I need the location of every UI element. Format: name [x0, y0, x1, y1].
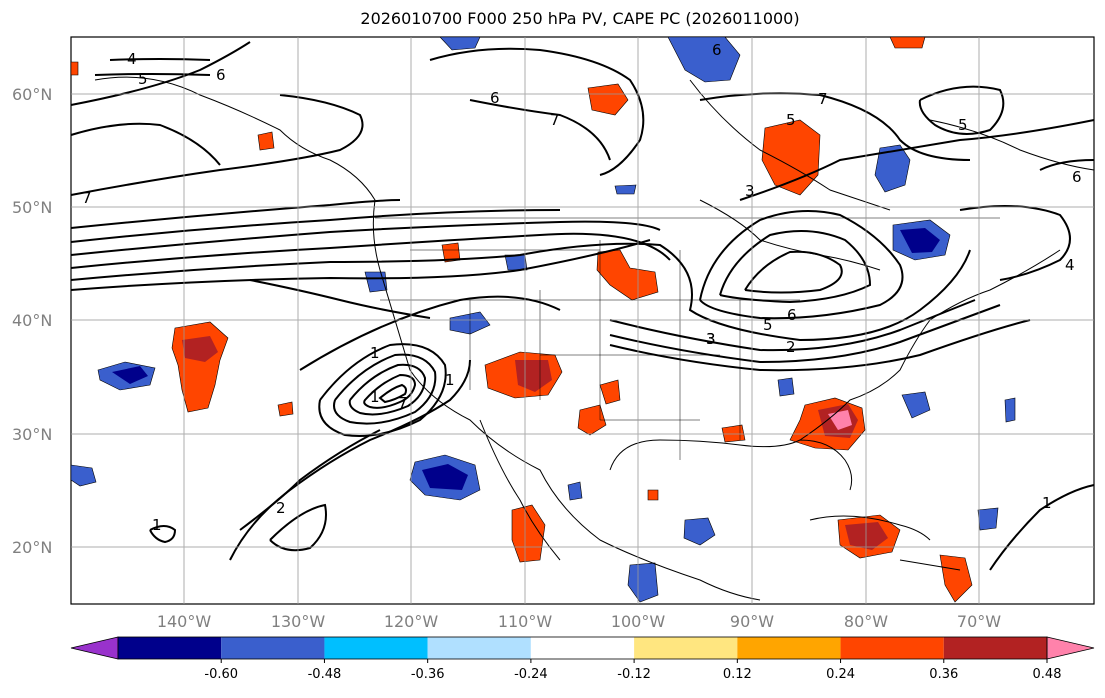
- contour-label: 6: [787, 306, 797, 324]
- contour-label: 7: [550, 111, 560, 129]
- contour-label: 3: [706, 330, 716, 348]
- lon-label: 90°W: [730, 612, 774, 631]
- colorbar: -0.60 -0.48 -0.36 -0.24 -0.12 0.12 0.24 0.36 0.4…: [70, 636, 1095, 682]
- lon-label: 80°W: [844, 612, 888, 631]
- colorbar-outline: [117, 636, 1048, 660]
- colorbar-segment: [530, 637, 635, 659]
- contour-label: 5: [138, 70, 148, 88]
- contour-label: 1: [1042, 494, 1052, 512]
- colorbar-ticks: -0.60 -0.48 -0.36 -0.24 -0.12 0.12 0.24 0.36 0.4…: [204, 659, 1062, 682]
- colorbar-segment: [427, 637, 531, 659]
- contour-label: 5: [786, 111, 796, 129]
- coastlines: [94, 76, 1095, 601]
- colorbar-tick-label: -0.12: [617, 667, 651, 682]
- cape-negative-areas: [70, 36, 1016, 603]
- colorbar-tick-label: 0.36: [929, 667, 958, 682]
- colorbar-extend-max: [1046, 636, 1095, 660]
- colorbar-segment: [118, 637, 222, 659]
- lat-label: 40°N: [12, 311, 52, 330]
- colorbar-tick-label: -0.36: [411, 667, 445, 682]
- colorbar-tick-label: -0.24: [514, 667, 548, 682]
- colorbar-tick-label: -0.48: [308, 667, 342, 682]
- contour-label: 6: [216, 66, 226, 84]
- colorbar-extend-min: [70, 636, 119, 660]
- colorbar-segment: [221, 637, 325, 659]
- lon-label: 110°W: [498, 612, 553, 631]
- contour-label: 3: [706, 330, 716, 348]
- colorbar-segment: [943, 637, 1047, 659]
- contour-label: 4: [127, 50, 137, 68]
- contour-labels: 4 5 6 6 6 7 7 5 7 6 5 4 3 3 5 6 3 2 1 1 …: [82, 41, 1082, 534]
- longitude-labels: 140°W 130°W 120°W 110°W 100°W 90°W 80°W …: [157, 612, 1001, 631]
- lat-label: 60°N: [12, 85, 52, 104]
- pv-contours: [70, 41, 1095, 571]
- contour-label: 7: [818, 90, 828, 108]
- lon-label: 70°W: [957, 612, 1001, 631]
- map-panel: 4 5 6 6 6 7 7 5 7 6 5 4 3 3 5 6 3 2 1 1 …: [12, 36, 1095, 631]
- lat-label: 30°N: [12, 425, 52, 444]
- contour-label: 5: [763, 316, 773, 334]
- cape-positive-areas: [70, 36, 973, 603]
- colorbar-segment: [324, 637, 428, 659]
- colorbar-segment: [634, 637, 738, 659]
- contour-label: 6: [1072, 168, 1082, 186]
- contour-label: 6: [490, 89, 500, 107]
- lon-label: 140°W: [157, 612, 212, 631]
- contour-label: 7: [82, 189, 92, 207]
- contour-label: 1: [152, 516, 162, 534]
- colorbar-tick-label: -0.60: [204, 667, 238, 682]
- lat-label: 50°N: [12, 198, 52, 217]
- contour-label: 1: [370, 388, 380, 406]
- graticule: [71, 37, 1094, 604]
- contour-label: 6: [712, 41, 722, 59]
- latitude-labels: 60°N 50°N 40°N 30°N 20°N: [12, 85, 52, 557]
- contour-label: 5: [958, 116, 968, 134]
- contour-label: 3: [745, 182, 755, 200]
- contour-label: 1: [445, 371, 455, 389]
- colorbar-tick-label: 0.24: [826, 667, 855, 682]
- colorbar-tick-label: 0.48: [1033, 667, 1062, 682]
- colorbar-segments: [70, 636, 1095, 660]
- borders: [375, 217, 1000, 460]
- contour-label: 2: [276, 499, 286, 517]
- contour-label: 1: [370, 344, 380, 362]
- lon-label: 120°W: [384, 612, 439, 631]
- contour-label: 7: [398, 394, 408, 412]
- lon-label: 130°W: [271, 612, 326, 631]
- colorbar-segment: [737, 637, 841, 659]
- map-title: 2026010700 F000 250 hPa PV, CAPE PC (202…: [360, 9, 800, 28]
- colorbar-segment: [840, 637, 944, 659]
- contour-label: 4: [1065, 256, 1075, 274]
- colorbar-tick-label: 0.12: [723, 667, 752, 682]
- lat-label: 20°N: [12, 538, 52, 557]
- lon-label: 100°W: [611, 612, 666, 631]
- contour-label: 2: [786, 338, 796, 356]
